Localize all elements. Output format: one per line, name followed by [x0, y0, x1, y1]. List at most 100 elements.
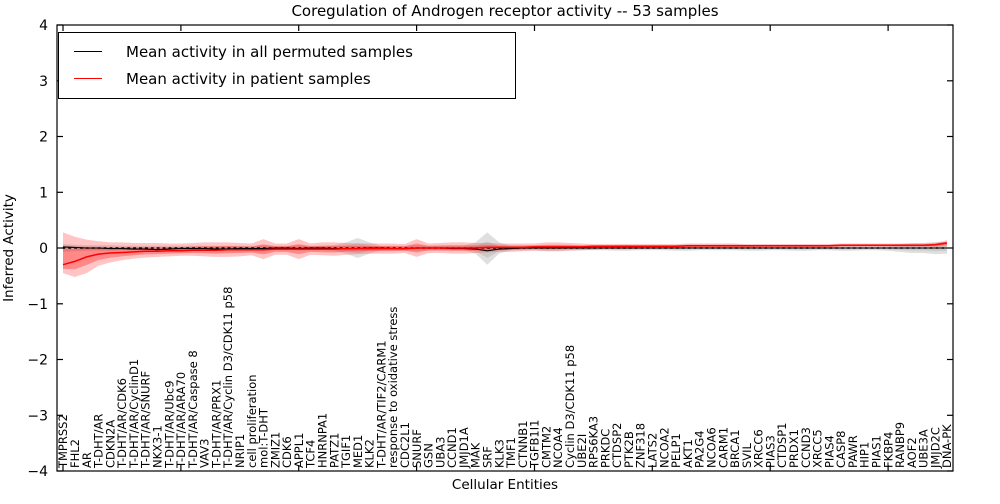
- x-axis-label: Cellular Entities: [451, 477, 559, 493]
- x-tick-label: NRIP1: [233, 434, 247, 468]
- x-tick-label: T-DHT/AR/CyclinD1: [127, 359, 141, 469]
- x-tick-label: AOF2: [905, 437, 919, 468]
- y-tick-label: 2: [39, 130, 48, 146]
- x-tick-label: T-DHT/AR/TIF2/CARM1: [374, 340, 388, 469]
- x-tick-label: MED1: [351, 435, 365, 468]
- x-tick-label: T-DHT/AR/SNURF: [139, 371, 153, 469]
- x-tick-label: KLK3: [492, 439, 506, 468]
- x-tick-label: TGFB1I1: [528, 420, 542, 469]
- x-tick-label: T-DHT/AR/PRX1: [209, 380, 223, 469]
- x-tick-label: T-DHT/AR/CDK6: [115, 378, 129, 469]
- permuted-mean-line: [62, 246, 947, 252]
- y-tick-label: −1: [27, 297, 48, 313]
- patient-line-swatch: [74, 78, 102, 79]
- x-tick-label: PATZ1: [327, 433, 341, 468]
- x-tick-label: CTDSP2: [610, 423, 624, 468]
- patient-band: [63, 232, 947, 277]
- x-tick-label: KLK2: [363, 439, 377, 468]
- x-tick-label: FHL2: [68, 439, 82, 468]
- x-tick-label: Cyclin D3/CDK11 p58: [563, 345, 577, 468]
- x-tick-label: T-DHT/AR: [92, 414, 106, 469]
- x-tick-label: XRCC6: [752, 429, 766, 468]
- patient-mean-line: [62, 242, 948, 266]
- x-tick-label: PRKDC: [598, 429, 612, 468]
- x-tick-label: GSN: [422, 443, 436, 468]
- x-tick-label: VAV3: [198, 439, 212, 468]
- x-tick-label: HNRNPA1: [316, 413, 330, 468]
- x-tick-label: CASP8: [834, 431, 848, 468]
- legend: Mean activity in all permuted samples Me…: [58, 32, 516, 99]
- x-tick-label: TCF4: [304, 440, 318, 469]
- legend-label-permuted: Mean activity in all permuted samples: [126, 42, 413, 61]
- x-tick-label: PIAS1: [870, 435, 884, 468]
- x-tick-label: CDK6: [280, 436, 294, 468]
- x-tick-label: CTDSP1: [775, 423, 789, 468]
- y-tick-label: 1: [39, 185, 48, 201]
- legend-item-patient: Mean activity in patient samples: [59, 65, 515, 92]
- x-tick-label: AKT1: [681, 439, 695, 468]
- x-tick-label: UBA3: [433, 437, 447, 469]
- x-tick-label: PAWR: [846, 435, 860, 468]
- y-tick-label: 3: [39, 74, 48, 90]
- x-tick-label: CCND1: [445, 427, 459, 468]
- x-tick-label: T-DHT/AR/Ubc9: [162, 380, 176, 469]
- x-tick-label: UBE3A: [917, 429, 931, 468]
- x-tick-label: NCOA2: [657, 427, 671, 468]
- x-tick-label: CMTM2: [540, 426, 554, 468]
- y-tick-label: −3: [27, 408, 48, 424]
- x-tick-label: NCOA4: [551, 427, 565, 468]
- x-tick-label: CCND3: [799, 427, 813, 468]
- x-tick-label: PA2G4: [693, 430, 707, 468]
- x-tick-label: ZMIZ1: [268, 432, 282, 468]
- x-tick-label: PRDX1: [787, 429, 801, 468]
- x-tick-label: response to oxidative stress: [386, 307, 400, 468]
- x-tick-label: RPS6KA3: [587, 416, 601, 468]
- x-tick-label: DNA-PK: [940, 424, 954, 468]
- x-tick-label: ZNF318: [634, 423, 648, 468]
- x-tick-label: PTK2B: [622, 431, 636, 468]
- x-tick-label: HIP1: [858, 442, 872, 468]
- x-tick-label: BRCA1: [728, 429, 742, 468]
- x-tick-label: NCOA6: [705, 427, 719, 468]
- x-tick-label: LATS2: [646, 433, 660, 468]
- x-tick-label: UBE2I: [575, 434, 589, 468]
- x-tick-label: SRF: [481, 446, 495, 468]
- x-tick-label: XRCC5: [811, 429, 825, 468]
- x-tick-label: PIAS3: [763, 435, 777, 468]
- x-tick-label: JMJD2C: [928, 427, 942, 469]
- x-tick-label: T-DHT/AR/Cyclin D3/CDK11 p58: [221, 287, 235, 469]
- x-tick-label: CDKN2A: [103, 420, 117, 468]
- x-tick-label: SVIL: [740, 442, 754, 468]
- y-tick-label: −2: [27, 353, 48, 369]
- x-tick-label: mol:T-DHT: [257, 407, 271, 468]
- x-tick-label: FKBP4: [881, 432, 895, 468]
- y-tick-label: 0: [39, 241, 48, 257]
- x-tick-label: CARM1: [716, 427, 730, 468]
- x-tick-label: MAK: [469, 442, 483, 468]
- x-tick-label: T-DHT/AR/ARA70: [174, 372, 188, 469]
- permuted-line-swatch: [74, 51, 102, 52]
- legend-item-permuted: Mean activity in all permuted samples: [59, 38, 515, 65]
- x-tick-label: cell proliferation: [245, 374, 259, 468]
- x-tick-label: APPL1: [292, 433, 306, 468]
- y-tick-label: −4: [27, 464, 48, 480]
- x-tick-label: SNURF: [410, 429, 424, 468]
- x-tick-label: TMF1: [504, 437, 518, 469]
- x-tick-label: T-DHT/AR/Caspase 8: [186, 350, 200, 469]
- x-tick-label: CTNNB1: [516, 421, 530, 468]
- chart-title: Coregulation of Androgen receptor activi…: [291, 2, 719, 20]
- x-tick-label: TGIF1: [339, 435, 353, 469]
- y-tick-label: 4: [39, 18, 48, 34]
- x-tick-label: RANBP9: [893, 422, 907, 468]
- x-tick-label: JMJD1A: [457, 427, 471, 469]
- x-tick-label: CDC2L1: [398, 422, 412, 468]
- x-tick-label: NKX3-1: [151, 425, 165, 468]
- x-tick-label: PIAS4: [822, 435, 836, 468]
- permuted-band-inner: [63, 241, 947, 258]
- x-tick-label: AR: [80, 452, 94, 468]
- x-tick-label: PELP1: [669, 433, 683, 468]
- x-tick-label: TMPRSS2: [56, 414, 70, 469]
- legend-label-patient: Mean activity in patient samples: [126, 69, 371, 88]
